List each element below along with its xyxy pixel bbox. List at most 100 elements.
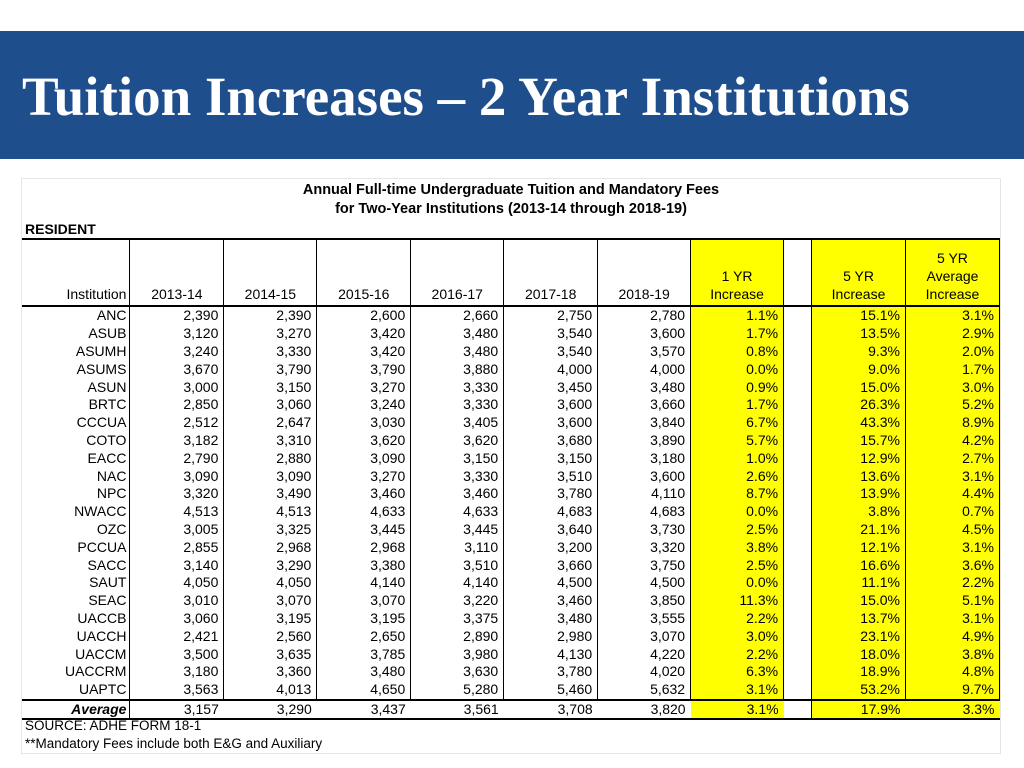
header-2014-15: 2014-15 <box>223 238 318 307</box>
five-yr-average-cell: 3.1% <box>905 609 1001 628</box>
one-yr-increase-cell: 0.0% <box>690 360 785 379</box>
tuition-2018-19: 4,500 <box>597 573 692 592</box>
tuition-2015-16: 3,420 <box>316 324 412 343</box>
tuition-2016-17: 4,633 <box>410 502 505 521</box>
tuition-2016-17: 4,140 <box>410 573 505 592</box>
tuition-2015-16: 3,437 <box>316 698 411 721</box>
tuition-2015-16: 3,785 <box>316 645 412 663</box>
tuition-2015-16: 3,270 <box>316 378 412 396</box>
table-row: EACC 2,790 2,880 3,090 3,150 3,150 3,180 1.0% 12… <box>22 449 1001 468</box>
tuition-2014-15: 3,195 <box>223 609 318 628</box>
sheet-title-line1: Annual Full-time Undergraduate Tuition a… <box>302 182 720 198</box>
table-row: SEAC 3,010 3,070 3,070 3,220 3,460 3,850 11.3% 1… <box>22 591 1001 610</box>
spacer-cell <box>783 662 813 681</box>
institution-cell: SACC <box>22 556 131 574</box>
institution-cell: NAC <box>22 467 131 485</box>
five-yr-increase-cell: 53.2% <box>811 680 906 700</box>
tuition-2016-17: 3,110 <box>410 538 505 557</box>
one-yr-increase-cell: 2.6% <box>690 467 785 485</box>
tuition-2014-15: 4,513 <box>223 502 318 521</box>
tuition-2018-19: 3,555 <box>597 609 692 628</box>
institution-cell: COTO <box>22 431 131 450</box>
tuition-2018-19: 4,220 <box>597 645 692 663</box>
tuition-2014-15: 3,290 <box>223 556 318 574</box>
table-row: CCCUA 2,512 2,647 3,030 3,405 3,600 3,840 6.7% 4… <box>22 413 1001 432</box>
spacer-cell <box>783 324 813 343</box>
institution-cell: UACCH <box>22 627 131 646</box>
table-row: ASUB 3,120 3,270 3,420 3,480 3,540 3,600 1.7% 13… <box>22 324 1001 343</box>
spacer-cell <box>783 591 813 610</box>
tuition-2018-19: 3,840 <box>597 413 692 432</box>
section-label: RESIDENT <box>25 221 96 237</box>
tuition-2015-16: 4,633 <box>316 502 412 521</box>
tuition-2018-19: 3,480 <box>597 378 692 396</box>
tuition-2017-18: 3,510 <box>503 467 599 485</box>
one-yr-increase-cell: 2.2% <box>690 645 785 663</box>
sheet-title-line2: for Two-Year Institutions (2013-14 throu… <box>335 201 687 217</box>
tuition-2017-18: 3,480 <box>503 609 599 628</box>
tuition-2015-16: 3,195 <box>316 609 412 628</box>
five-yr-average-cell: 3.8% <box>905 645 1001 663</box>
one-yr-increase-cell: 1.7% <box>690 395 785 414</box>
tuition-2017-18: 3,708 <box>503 698 598 721</box>
table-row: PCCUA 2,855 2,968 2,968 3,110 3,200 3,320 3.8% 1… <box>22 538 1001 557</box>
tuition-2014-15: 3,635 <box>223 645 318 663</box>
tuition-2018-19: 3,600 <box>597 467 692 485</box>
five-yr-average-cell: 2.7% <box>905 449 1001 468</box>
header-2016-17: 2016-17 <box>410 238 505 307</box>
tuition-2015-16: 3,445 <box>316 520 412 539</box>
institution-cell: CCCUA <box>22 413 131 432</box>
tuition-2016-17: 3,330 <box>410 395 505 414</box>
tuition-2014-15: 3,270 <box>223 324 318 343</box>
five-yr-increase-cell: 15.0% <box>811 378 906 396</box>
five-yr-average-cell: 4.4% <box>905 484 1001 503</box>
institution-cell: ASUMH <box>22 342 131 361</box>
spacer-cell <box>783 538 813 557</box>
table-row: NWACC 4,513 4,513 4,633 4,633 4,683 4,683 0.0% 3… <box>22 502 1001 521</box>
five-yr-average-cell: 4.8% <box>905 662 1001 681</box>
spacer-cell <box>783 484 813 503</box>
five-yr-average-cell: 0.7% <box>905 502 1001 521</box>
five-yr-average-cell: 8.9% <box>905 413 1001 432</box>
spacer-cell <box>783 378 813 396</box>
institution-cell: SEAC <box>22 591 131 610</box>
tuition-2017-18: 4,130 <box>503 645 599 663</box>
table-row: UAPTC 3,563 4,013 4,650 5,280 5,460 5,632 3.1% 5… <box>22 680 1001 700</box>
institution-cell: ASUB <box>22 324 131 343</box>
tuition-2015-16: 3,240 <box>316 395 412 414</box>
tuition-2017-18: 2,750 <box>503 306 599 325</box>
tuition-2018-19: 3,730 <box>597 520 692 539</box>
spacer-cell <box>783 627 813 646</box>
five-yr-average-cell: 3.1% <box>905 538 1001 557</box>
five-yr-increase-cell: 16.6% <box>811 556 906 574</box>
five-yr-increase-cell: 43.3% <box>811 413 906 432</box>
tuition-2015-16: 3,790 <box>316 360 412 379</box>
table-row: ASUN 3,000 3,150 3,270 3,330 3,450 3,480 0.9% 15… <box>22 378 1001 396</box>
tuition-2016-17: 5,280 <box>410 680 505 700</box>
table-row: ASUMH 3,240 3,330 3,420 3,480 3,540 3,570 0.8% 9… <box>22 342 1001 361</box>
tuition-2013-14: 3,563 <box>129 680 225 700</box>
tuition-2016-17: 3,445 <box>410 520 505 539</box>
one-yr-increase-cell: 0.9% <box>690 378 785 396</box>
tuition-2017-18: 3,150 <box>503 449 599 468</box>
institution-cell: NWACC <box>22 502 131 521</box>
institution-cell: EACC <box>22 449 131 468</box>
tuition-table: Institution 2013-14 2014-15 2015-16 2016… <box>22 238 1001 721</box>
one-yr-increase-cell: 2.2% <box>690 609 785 628</box>
tuition-2015-16: 3,070 <box>316 591 412 610</box>
tuition-2013-14: 3,182 <box>129 431 225 450</box>
tuition-2013-14: 2,421 <box>129 627 225 646</box>
tuition-2016-17: 3,480 <box>410 324 505 343</box>
tuition-2014-15: 2,647 <box>223 413 318 432</box>
tuition-2015-16: 3,090 <box>316 449 412 468</box>
spacer-cell <box>783 360 813 379</box>
header-row: Institution 2013-14 2014-15 2015-16 2016… <box>22 238 1001 307</box>
header-2015-16: 2015-16 <box>316 238 412 307</box>
tuition-2013-14: 3,670 <box>129 360 225 379</box>
table-row: ASUMS 3,670 3,790 3,790 3,880 4,000 4,000 0.0% 9… <box>22 360 1001 379</box>
tuition-2013-14: 3,000 <box>129 378 225 396</box>
five-yr-average-cell: 2.0% <box>905 342 1001 361</box>
five-yr-increase-cell: 18.9% <box>811 662 906 681</box>
five-yr-increase-cell: 15.1% <box>811 306 906 325</box>
table-row: OZC 3,005 3,325 3,445 3,445 3,640 3,730 2.5% 21.… <box>22 520 1001 539</box>
